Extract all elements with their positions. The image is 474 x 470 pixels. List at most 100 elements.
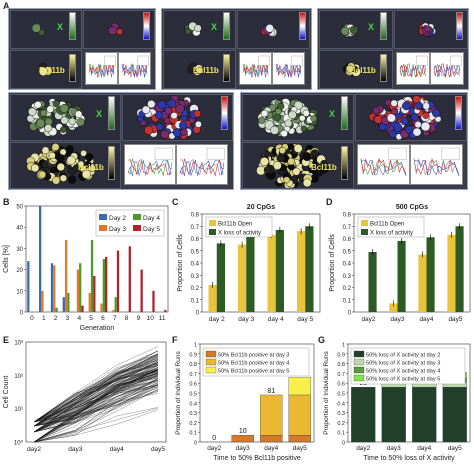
y-tick-label: 0 (196, 311, 200, 317)
stack-segment (381, 386, 406, 443)
legend-label: 50% loss of X activity at day 4 (366, 369, 440, 375)
y-tick-label: 0 (194, 441, 197, 447)
legend-box (205, 216, 273, 238)
y-axis-label: Proportion of Cells (177, 234, 184, 292)
x-tick-label: day 3 (238, 316, 254, 323)
y-tick-label: 10¹ (14, 407, 23, 413)
mini-plot-right (430, 52, 464, 85)
mini-plot-left (357, 144, 410, 185)
y-tick-label: 0 (342, 441, 345, 447)
chart-d: 500 CpGs 0 0.1 0.2 0.3 0.4 0.5 0.6 0.7 0.8 day2 day… (329, 204, 471, 323)
bcl11b-label: Bcl11b (78, 162, 104, 172)
panel-label-g: G (318, 335, 326, 345)
bar-day-3 (76, 269, 80, 312)
chart-title: 20 CpGs (247, 204, 276, 211)
y-tick-label: 0.2 (191, 286, 200, 292)
bar-day-4 (55, 307, 58, 312)
legend-swatch (205, 366, 217, 374)
legend-label: 50% Bcl11b positive at day 3 (218, 353, 289, 359)
x-tick-label: 5 (89, 315, 93, 322)
bar-1 (455, 226, 464, 312)
render-top-right (394, 10, 468, 49)
y-tick-label: 0.5 (189, 392, 197, 398)
x-axis-label: Time to 50% loss of X activity (363, 455, 455, 462)
x-tick-label: day 5 (297, 316, 313, 323)
y-tick-label: 0.2 (343, 286, 352, 292)
mini-plot-left (239, 52, 272, 85)
y-tick-label: 0.3 (191, 274, 200, 280)
y-tick-label: 0.2 (189, 421, 197, 427)
y-tick-label: 0.4 (189, 401, 197, 407)
x-tick-label: day5 (151, 446, 165, 453)
mixed-colorbar (143, 12, 150, 40)
bar-0 (237, 244, 247, 312)
trajectory-line (33, 385, 159, 443)
x-tick-label: 0 (30, 315, 34, 322)
x-tick-label: day2 (27, 446, 41, 453)
bcl11b-label: Bcl11b (311, 162, 337, 172)
bar-1 (426, 237, 435, 312)
x-tick-label: 2 (54, 315, 58, 322)
panel-label-a: A (3, 1, 10, 11)
bar-1 (305, 226, 314, 312)
panel-label-f: F (172, 335, 178, 345)
bar-day-5 (81, 305, 84, 312)
bar-day-3 (88, 292, 91, 312)
y-tick-label: 0.1 (189, 431, 197, 437)
trajectory-line (33, 368, 159, 427)
x-colorbar (341, 96, 348, 130)
y-tick-label: 0.6 (343, 237, 352, 243)
bar-0 (208, 285, 217, 312)
legend-swatch (209, 229, 216, 235)
x-axis-label: Generation (80, 325, 115, 332)
bar-0 (267, 234, 276, 312)
y-tick-label: 0.4 (337, 401, 345, 407)
x-tick-label: day3 (387, 445, 401, 452)
trajectory-line (33, 368, 159, 423)
mixed-colorbar (221, 96, 228, 130)
trajectory-line (33, 373, 159, 443)
legend-label: Day 3 (109, 226, 126, 233)
chart-g: 00.10.20.30.40.50.60.70.80.9195day2103da… (323, 343, 471, 462)
legend-swatch (353, 366, 365, 374)
y-axis-label: Proportion of Individual Runs (323, 351, 330, 435)
y-axis-label: Proportion of Cells (329, 234, 336, 292)
bar-count-label: 0 (212, 435, 216, 442)
x-colorbar (223, 12, 230, 40)
bar-day-5 (140, 269, 143, 312)
chart-b: 0 10 20 30 40 50 0 1 2 3 4 5 6 7 8 9 10 11 Generation Cells… (3, 205, 169, 332)
x-axis-label: Time to 50% Bcl11b positive (213, 455, 301, 462)
legend-swatch (99, 214, 107, 220)
bar-1 (246, 234, 255, 312)
trajectory-line (33, 369, 159, 433)
y-axis-label: Cells [%] (3, 245, 10, 273)
legend-swatch (205, 358, 217, 366)
y-tick-label: 0 (348, 311, 352, 317)
simulation-panel-3: X Bcl11b (317, 8, 469, 90)
y-tick-label: 50 (16, 205, 23, 211)
y-tick-label: 10 (16, 289, 23, 295)
trajectory-line (33, 380, 159, 433)
bcl11b-colorbar (69, 54, 76, 82)
bar-count-label: 10 (239, 428, 247, 435)
stack-segment (259, 434, 283, 443)
render-top-right (237, 10, 310, 49)
mixed-colorbar (299, 12, 306, 40)
x-tick-label: day3 (236, 445, 250, 452)
legend-label: X loss of activity (370, 231, 413, 237)
trajectory-line (33, 384, 159, 423)
trajectory-line (33, 385, 159, 423)
trajectory-line (33, 390, 159, 443)
stack-segment (288, 394, 312, 436)
trajectory-line (33, 372, 159, 443)
x-tick-label: 9 (137, 315, 141, 322)
legend-label: Day 4 (143, 215, 160, 222)
y-tick-label: 0.7 (343, 225, 352, 231)
render-bottom-left (163, 50, 236, 89)
bcl11b-colorbar (223, 54, 230, 82)
trajectory-line (33, 389, 159, 433)
trajectory-line (33, 358, 159, 433)
mini-plot-right (118, 52, 151, 85)
legend-swatch (133, 214, 141, 220)
mini-plot-right (272, 52, 305, 85)
